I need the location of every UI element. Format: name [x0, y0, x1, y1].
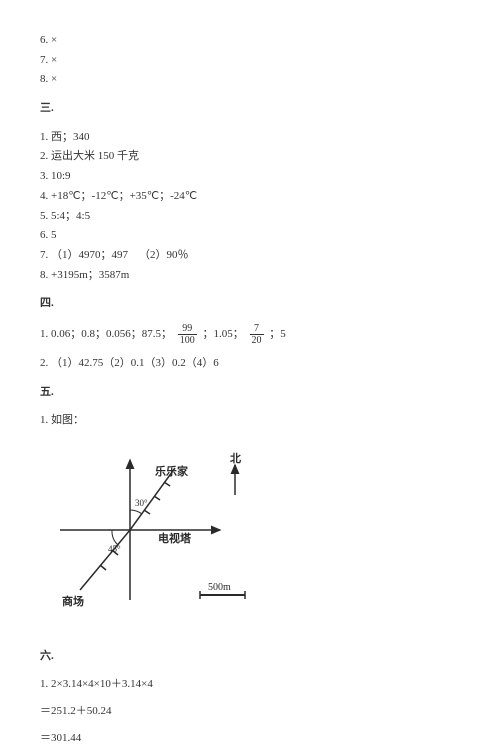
- top-block: 6. × 7. × 8. ×: [40, 31, 460, 89]
- section-6-block: 1. 2×3.14×4×10＋3.14×4 ＝251.2＋50.24 ＝301.…: [40, 675, 460, 747]
- diagram: 乐乐家 北 电视塔 商场 500m 30° 45°: [40, 440, 460, 627]
- label-angle-45: 45°: [108, 544, 121, 554]
- s4-line1: 1. 0.06；0.8；0.056；87.5； 99 100 ；1.05； 7 …: [40, 323, 460, 346]
- frac-den: 20: [250, 335, 264, 346]
- section-3-title: 三.: [40, 99, 460, 118]
- s3-item: 1. 西；340: [40, 128, 460, 147]
- s4-line2: 2. （1）42.75（2）0.1（3）0.2（4）6: [40, 354, 460, 373]
- tick5: [100, 565, 106, 570]
- tick1: [144, 510, 150, 514]
- section-4-block: 1. 0.06；0.8；0.056；87.5； 99 100 ；1.05； 7 …: [40, 323, 460, 373]
- s3-item: 3. 10:9: [40, 167, 460, 186]
- s5-intro: 1. 如图：: [40, 411, 460, 430]
- s3-item: 2. 运出大米 150 千克: [40, 147, 460, 166]
- fraction: 7 20: [250, 323, 264, 346]
- label-scale: 500m: [208, 582, 231, 593]
- s3-item: 8. +3195m；3587m: [40, 266, 460, 285]
- label-angle-30: 30°: [135, 498, 148, 508]
- section-3-block: 1. 西；340 2. 运出大米 150 千克 3. 10:9 4. +18℃；…: [40, 128, 460, 285]
- s6-line: ＝251.2＋50.24: [40, 702, 460, 721]
- tick3: [164, 482, 170, 486]
- diagram-svg: 乐乐家 北 电视塔 商场 500m 30° 45°: [40, 440, 270, 620]
- frac-num: 99: [178, 323, 197, 335]
- arc-30: [130, 510, 142, 514]
- s6-line: ＝301.44: [40, 729, 460, 747]
- s6-line: 1. 2×3.14×4×10＋3.14×4: [40, 675, 460, 694]
- s4-l1-mid: ；1.05；: [203, 328, 244, 340]
- frac-num: 7: [250, 323, 264, 335]
- s3-item: 7. （1）4970；497 （2）90％: [40, 246, 460, 265]
- label-tvtower: 电视塔: [158, 531, 192, 545]
- line-sw: [80, 530, 130, 590]
- top-item: 7. ×: [40, 51, 460, 70]
- s4-l1-suffix: ；5: [269, 328, 286, 340]
- s3-item: 4. +18℃；-12℃；+35℃；-24℃: [40, 187, 460, 206]
- label-lele: 乐乐家: [155, 464, 189, 478]
- label-north: 北: [230, 451, 241, 465]
- label-mall: 商场: [62, 594, 84, 608]
- s3-item: 6. 5: [40, 226, 460, 245]
- top-item: 6. ×: [40, 31, 460, 50]
- frac-den: 100: [178, 335, 197, 346]
- fraction: 99 100: [178, 323, 197, 346]
- s4-l1-prefix: 1. 0.06；0.8；0.056；87.5；: [40, 328, 172, 340]
- tick2: [154, 496, 160, 500]
- section-5-title: 五.: [40, 383, 460, 402]
- section-4-title: 四.: [40, 294, 460, 313]
- arc-45: [112, 530, 118, 545]
- top-item: 8. ×: [40, 70, 460, 89]
- s3-item: 5. 5:4；4:5: [40, 207, 460, 226]
- section-6-title: 六.: [40, 647, 460, 666]
